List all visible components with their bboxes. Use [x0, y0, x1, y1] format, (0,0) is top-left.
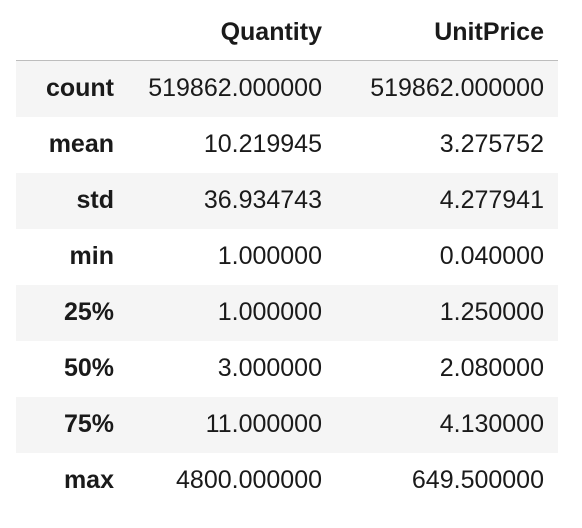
header-row: Quantity UnitPrice: [16, 4, 558, 61]
row-label: 50%: [63, 354, 114, 382]
row-label: std: [76, 186, 115, 214]
row-label: max: [63, 466, 114, 494]
unitprice-cell: 4.277941: [439, 186, 544, 214]
table-row: 50% 3.000000 2.080000: [16, 341, 558, 397]
quantity-cell: 11.000000: [205, 410, 322, 438]
row-label: min: [69, 242, 114, 270]
describe-table: Quantity UnitPrice count 519862.000000 5…: [16, 4, 558, 509]
column-header-unitprice: UnitPrice: [334, 4, 558, 61]
quantity-cell: 10.219945: [203, 130, 322, 158]
column-header-quantity: Quantity: [126, 4, 334, 61]
unitprice-cell: 3.275752: [439, 130, 544, 158]
quantity-cell: 519862.000000: [148, 74, 322, 103]
table-row: count 519862.000000 519862.000000: [16, 60, 558, 117]
index-header: [16, 4, 126, 61]
table-row: std 36.934743 4.277941: [16, 172, 558, 229]
quantity-cell: 3.000000: [217, 354, 322, 382]
row-label: 75%: [63, 410, 114, 438]
table-row: max 4800.000000 649.500000: [16, 453, 558, 509]
table-row: min 1.000000 0.040000: [16, 229, 558, 285]
quantity-cell: 36.934743: [203, 186, 322, 214]
row-label: 25%: [63, 298, 114, 326]
table-row: 75% 11.000000 4.130000: [16, 396, 558, 453]
unitprice-cell: 2.080000: [439, 354, 544, 382]
table-row: 25% 1.000000 1.250000: [16, 284, 558, 341]
unitprice-cell: 519862.000000: [370, 74, 544, 103]
table-row: mean 10.219945 3.275752: [16, 117, 558, 173]
row-label: mean: [48, 130, 114, 158]
unitprice-cell: 4.130000: [439, 410, 544, 438]
unitprice-cell: 649.500000: [411, 466, 544, 494]
unitprice-cell: 1.250000: [439, 298, 544, 326]
quantity-cell: 4800.000000: [176, 466, 322, 494]
quantity-cell: 1.000000: [217, 242, 322, 270]
unitprice-cell: 0.040000: [439, 242, 544, 270]
row-label: count: [45, 74, 114, 103]
quantity-cell: 1.000000: [217, 298, 322, 326]
